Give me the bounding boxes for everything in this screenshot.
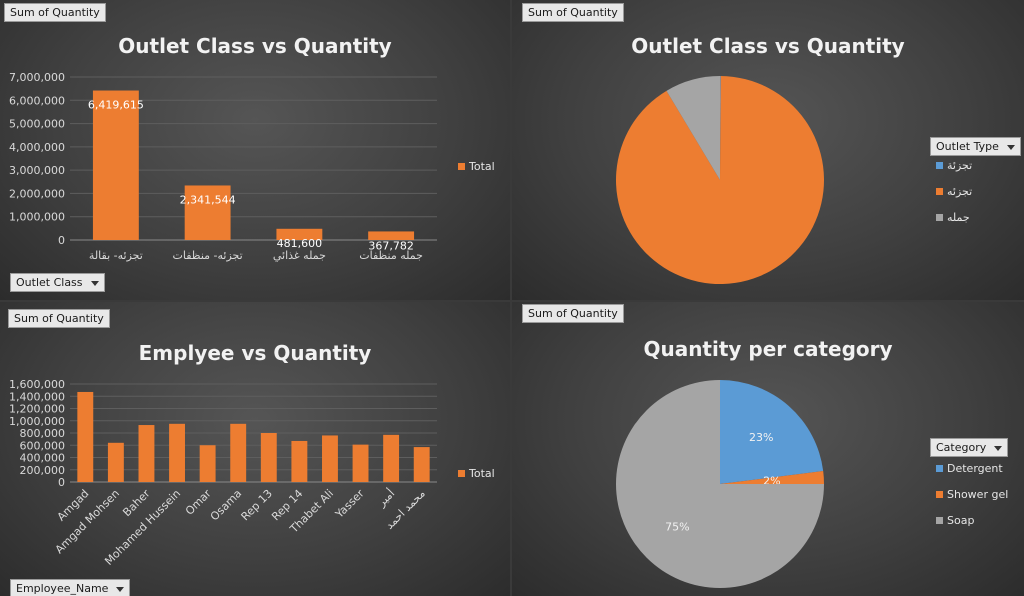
bar: [276, 228, 323, 240]
sum-of-quantity-field-button[interactable]: Sum of Quantity: [4, 3, 106, 22]
x-tick-label: Rep 13: [239, 487, 275, 523]
bar: [368, 231, 415, 240]
y-tick-label: 1,400,000: [9, 390, 65, 403]
bar: [230, 423, 247, 482]
bar: [138, 425, 155, 482]
category-filter-button[interactable]: Category: [930, 438, 1009, 457]
sum-of-quantity-field-button[interactable]: Sum of Quantity: [522, 304, 624, 323]
bar: [352, 444, 369, 482]
employee-bar-panel: Sum of Quantity Emplyee vs Quantity 0 200…: [0, 302, 510, 596]
y-tick-label: 2,000,000: [9, 187, 65, 200]
pie-slice: [666, 76, 720, 180]
x-tick-label: أمير: [374, 486, 398, 510]
bar: [383, 434, 400, 482]
y-tick-label: 6,000,000: [9, 94, 65, 107]
legend-swatch: [936, 162, 943, 169]
outlet-type-pie-chart: [616, 76, 824, 285]
outlet-class-filter-button[interactable]: Outlet Class: [10, 273, 105, 292]
y-tick-label: 600,000: [20, 439, 66, 452]
x-tick-label: تجزئه- منظفات: [173, 249, 243, 262]
legend-label: تجزئه: [947, 185, 973, 198]
legend-label: Detergent: [947, 462, 1003, 475]
pie-slice: [616, 380, 824, 588]
y-tick-label: 7,000,000: [9, 71, 65, 84]
y-tick-label: 5,000,000: [9, 118, 65, 131]
data-label: 367,782: [368, 239, 414, 252]
legend-label: Shower gel: [947, 488, 1009, 501]
legend-swatch: [936, 188, 943, 195]
y-tick-label: 1,200,000: [9, 403, 65, 416]
chart-title: Quantity per category: [643, 337, 893, 361]
chart-title: Outlet Class vs Quantity: [631, 34, 905, 58]
bar: [291, 440, 308, 482]
data-label: 2,341,544: [180, 193, 236, 206]
x-tick-label: تجزئه- بقالة: [89, 249, 143, 262]
pie-slice: [720, 380, 824, 484]
bar: [199, 445, 216, 482]
legend-label: جمله: [947, 211, 970, 224]
y-tick-label: 1,000,000: [9, 211, 65, 224]
bar: [77, 391, 94, 482]
employee-bar-chart: 0200,000400,000600,000800,0001,000,0001,…: [9, 378, 437, 568]
legend-swatch: [936, 491, 943, 498]
x-tick-label: Osama: [208, 487, 244, 523]
bar: [92, 90, 139, 240]
pie-slice: [616, 76, 824, 285]
pie-slice: [720, 470, 824, 484]
legend: Detergent Shower gel Soap: [936, 462, 1008, 540]
outlet-type-filter-button[interactable]: Outlet Type: [930, 137, 1021, 156]
sum-of-quantity-field-button[interactable]: Sum of Quantity: [522, 3, 624, 22]
data-label: 481,600: [277, 237, 323, 250]
employee-name-filter-button[interactable]: Employee_Name: [10, 579, 131, 596]
y-tick-label: 200,000: [20, 464, 66, 477]
legend-label: تجزئة: [947, 159, 973, 172]
x-tick-label: Yasser: [332, 487, 367, 522]
sum-of-quantity-field-button[interactable]: Sum of Quantity: [8, 309, 110, 328]
bar: [413, 447, 430, 482]
data-label: 23%: [749, 431, 773, 444]
legend-label: Soap: [947, 514, 975, 527]
bar: [260, 433, 277, 482]
legend: تجزئة تجزئه جمله: [936, 159, 972, 237]
data-label: 75%: [665, 521, 689, 534]
legend-swatch-total: [458, 470, 465, 477]
y-tick-label: 800,000: [20, 427, 66, 440]
y-tick-label: 3,000,000: [9, 164, 65, 177]
legend: Total: [458, 160, 495, 173]
data-label: 6,419,615: [88, 99, 144, 112]
outlet-class-bar-chart: 0 1,000,000 2,000,000 3,000,000 4,000,000 5,0…: [9, 71, 437, 262]
bar: [322, 435, 338, 482]
y-tick-label: 400,000: [20, 452, 66, 465]
chart-title: Outlet Class vs Quantity: [118, 34, 392, 58]
category-pie-panel: Sum of Quantity Quantity per category 23…: [512, 302, 1024, 596]
legend-swatch: [936, 517, 943, 524]
x-tick-label: جمله منظفات: [359, 249, 423, 262]
legend: Total: [458, 467, 495, 480]
y-tick-label: 1,600,000: [9, 378, 65, 391]
bar: [169, 423, 185, 482]
bar: [107, 442, 124, 482]
legend-swatch: [936, 465, 943, 472]
legend-swatch: [936, 214, 943, 221]
y-tick-label: 4,000,000: [9, 141, 65, 154]
bar: [184, 185, 231, 240]
chart-title: Emplyee vs Quantity: [138, 341, 372, 365]
legend-swatch-total: [458, 163, 465, 170]
y-tick-label: 0: [58, 234, 65, 247]
legend-label-total: Total: [469, 160, 495, 173]
x-tick-label: جمله غذائي: [273, 249, 326, 262]
legend-label-total: Total: [469, 467, 495, 480]
outlet-type-pie-panel: Sum of Quantity Outlet Class vs Quantity…: [512, 0, 1024, 300]
y-tick-label: 1,000,000: [9, 415, 65, 428]
outlet-class-bar-panel: Sum of Quantity Outlet Class vs Quantity…: [0, 0, 510, 300]
category-pie-chart: 23%2%75%: [616, 380, 824, 588]
y-tick-label: 0: [58, 476, 65, 489]
